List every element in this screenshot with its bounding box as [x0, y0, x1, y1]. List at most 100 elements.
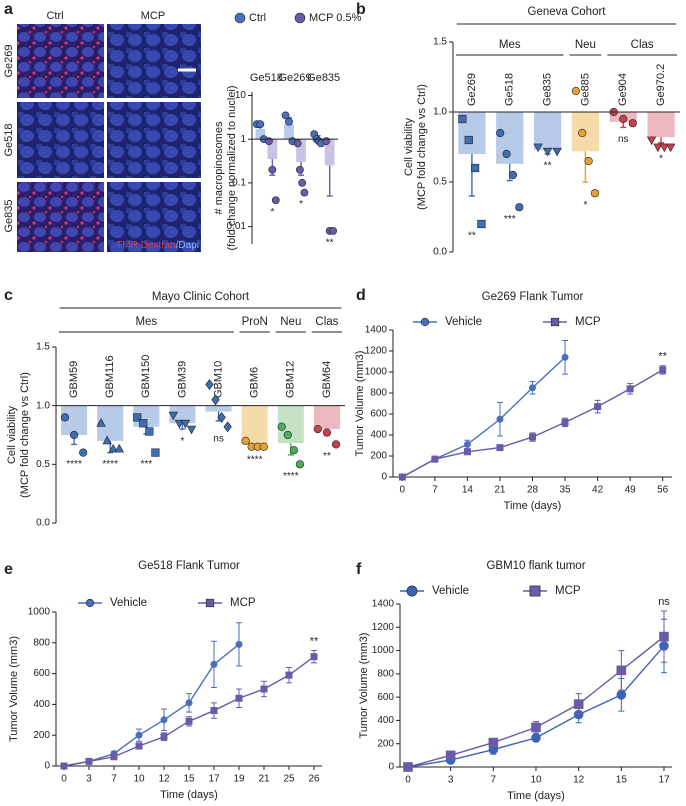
data-point	[60, 413, 70, 422]
bar	[313, 405, 340, 430]
data-point	[573, 699, 584, 709]
data-point	[265, 137, 273, 146]
category-label: Ge518	[504, 73, 516, 106]
x-tick-label: 12	[158, 774, 170, 785]
y-tick-label: 0	[381, 472, 387, 483]
significance: **	[544, 161, 552, 172]
category-label: GBM39	[176, 361, 188, 398]
data-point	[470, 163, 480, 173]
row-label: Ge835	[3, 199, 15, 232]
data-point	[210, 707, 218, 715]
series-line	[407, 636, 665, 768]
data-point	[590, 189, 600, 198]
data-point	[180, 419, 191, 429]
data-point	[331, 440, 341, 449]
category-label: Ge970.2	[655, 64, 667, 106]
data-point	[531, 733, 541, 743]
data-point	[578, 128, 587, 138]
category-label: Ge835	[307, 72, 340, 84]
data-point	[174, 419, 185, 429]
data-point	[531, 722, 541, 733]
data-point	[217, 411, 226, 423]
y-axis-label: (fold change normalized to nuclei)	[226, 85, 238, 250]
data-point	[110, 753, 118, 761]
data-point	[322, 137, 331, 146]
y-tick-label: 800	[33, 637, 50, 648]
micrograph	[17, 182, 104, 252]
x-tick-label: 0	[405, 775, 411, 786]
data-point	[463, 440, 471, 448]
chart-title: Ge269 Flank Tumor	[482, 291, 584, 303]
data-point	[665, 143, 676, 153]
x-tick-label: 7	[491, 775, 497, 786]
x-tick-label: 17	[208, 774, 220, 785]
x-axis-label: Time (days)	[507, 790, 565, 802]
data-point	[168, 411, 179, 421]
significance: ns	[213, 433, 224, 444]
y-tick-label: 1200	[365, 346, 388, 357]
legend-marker	[234, 12, 246, 24]
significance: **	[658, 351, 667, 363]
data-point	[235, 694, 243, 702]
data-point	[260, 685, 268, 693]
data-point	[96, 418, 106, 427]
y-axis-label: (MCP fold change vs Ctrl)	[416, 84, 428, 210]
significance: *	[659, 154, 663, 165]
panel-label: b	[356, 1, 366, 18]
data-point	[496, 444, 504, 452]
x-tick-label: 28	[527, 485, 539, 496]
x-tick-label: 7	[432, 485, 438, 496]
data-point	[185, 699, 193, 707]
data-point	[508, 170, 518, 180]
data-point	[619, 114, 628, 124]
data-point	[295, 165, 304, 174]
legend-label: Vehicle	[432, 585, 469, 597]
y-tick-label: 0.0	[433, 247, 447, 258]
data-point	[210, 660, 218, 668]
legend-label: MCP	[575, 316, 601, 328]
y-tick-label: 400	[33, 699, 50, 710]
x-tick-label: 14	[462, 485, 474, 496]
legend-label: Ctrl	[249, 12, 266, 24]
category-label: Ge885	[579, 73, 591, 106]
category-label: Ge269	[466, 73, 478, 106]
data-point	[69, 430, 79, 440]
data-point	[626, 385, 634, 393]
data-point	[552, 147, 562, 157]
x-tick-label: 15	[183, 774, 195, 785]
data-point	[594, 403, 602, 411]
data-point	[533, 143, 543, 153]
group-label: Clas	[631, 39, 654, 51]
significance: *	[583, 200, 587, 211]
y-tick-label: 10	[235, 90, 247, 101]
data-point	[289, 446, 298, 455]
x-tick-label: 10	[530, 775, 542, 786]
y-tick-label: 400	[377, 715, 394, 726]
x-tick-label: 0	[61, 774, 67, 785]
y-tick-label: 0.0	[36, 518, 50, 529]
y-axis-label: Tumor Volume (mm3)	[354, 351, 366, 457]
significance: *	[270, 207, 274, 218]
category-label: GBM6	[249, 367, 261, 398]
significance: ns	[658, 596, 670, 608]
panel-label: e	[4, 561, 13, 578]
data-point	[160, 733, 168, 741]
y-tick-label: 200	[370, 451, 387, 462]
legend-label: MCP 0.5%	[309, 12, 362, 24]
data-point	[256, 120, 265, 129]
y-axis-label: Tumor Volume (mm3)	[8, 636, 20, 742]
micrograph	[107, 182, 201, 252]
data-point	[542, 147, 553, 157]
x-tick-label: 35	[559, 485, 571, 496]
panel-label: a	[4, 1, 13, 18]
data-point	[464, 135, 473, 145]
y-tick-label: 400	[370, 430, 387, 441]
data-point	[298, 178, 307, 187]
caption-red: TMR Dextran	[116, 240, 175, 251]
x-tick-label: 56	[657, 485, 669, 496]
data-point	[211, 394, 220, 406]
significance: ****	[66, 459, 82, 470]
data-point	[584, 156, 593, 166]
y-axis-label: Tumor Volume (mm3)	[358, 633, 370, 739]
data-point	[135, 742, 143, 750]
